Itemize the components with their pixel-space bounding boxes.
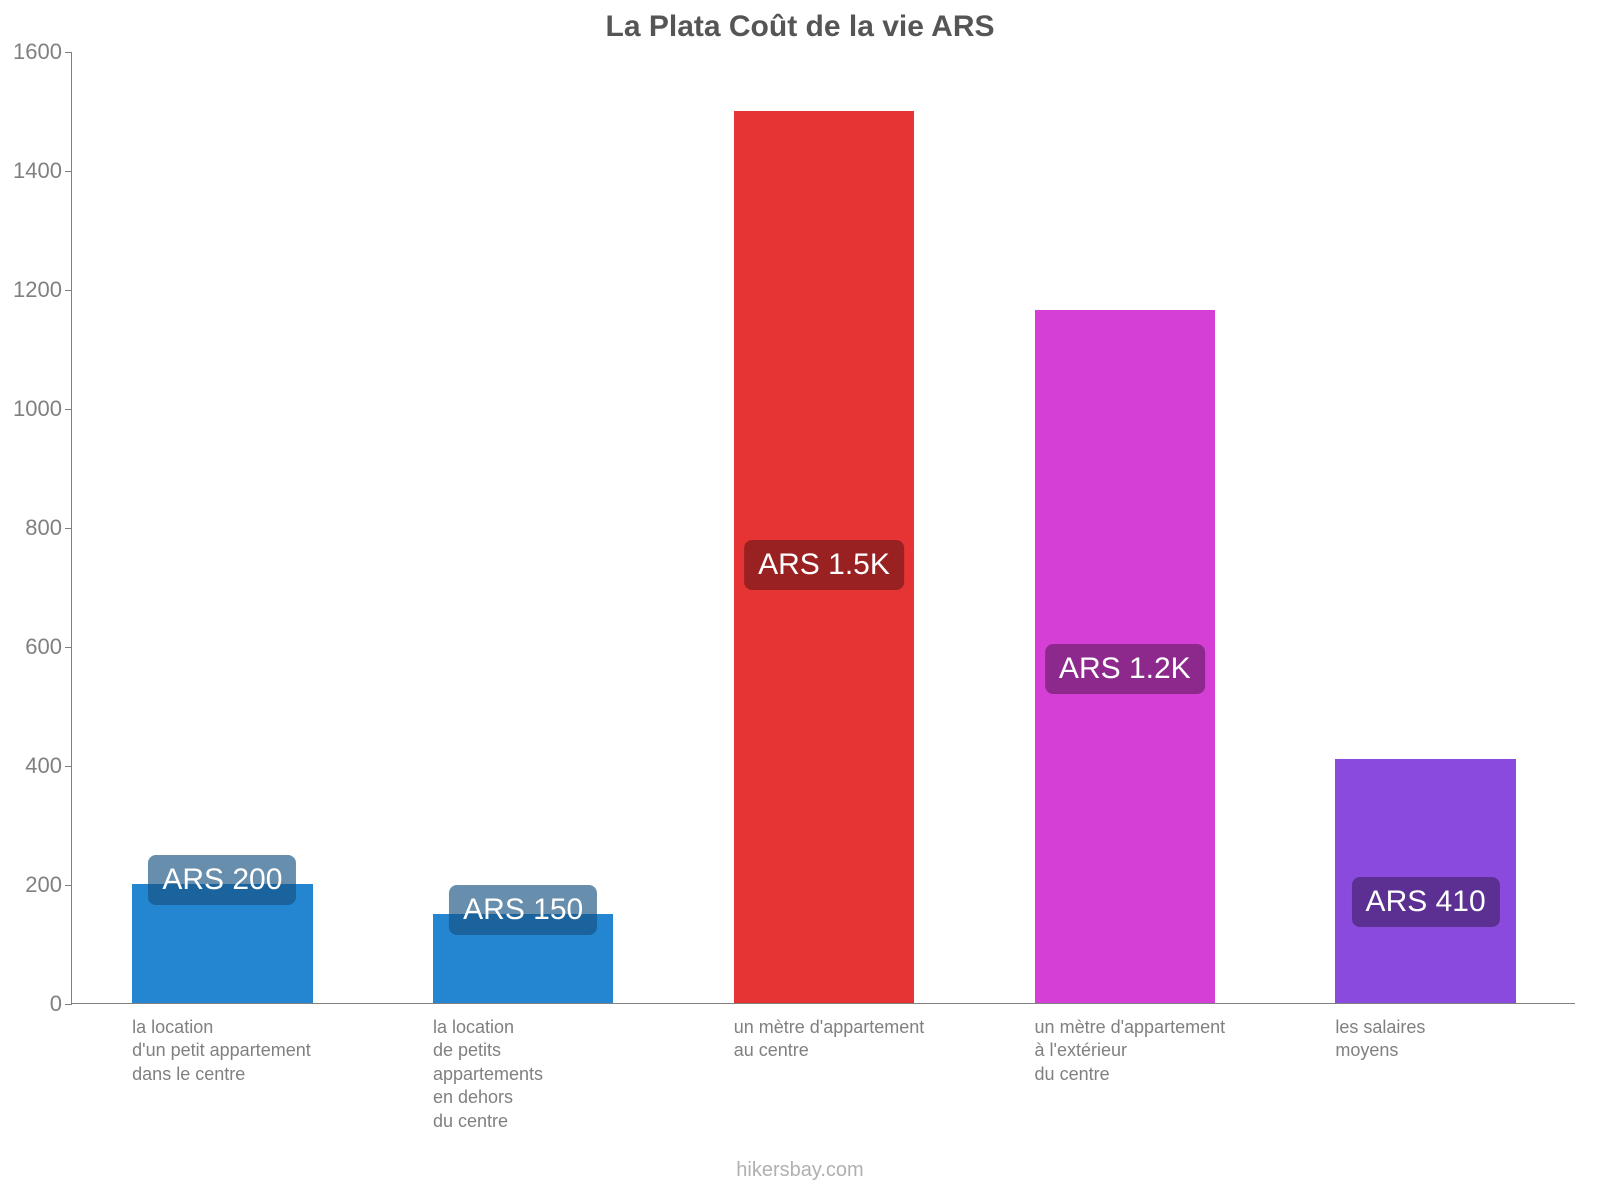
x-axis-label-line: moyens	[1335, 1039, 1555, 1062]
bar-value-label: ARS 1.5K	[744, 540, 904, 590]
ytick-label: 1200	[13, 277, 72, 303]
x-axis-label-line: du centre	[433, 1110, 653, 1133]
bar-value-label: ARS 200	[148, 855, 296, 905]
ytick-label: 800	[25, 515, 72, 541]
x-axis-label-line: au centre	[734, 1039, 954, 1062]
ytick-label: 600	[25, 634, 72, 660]
x-axis-label-line: la location	[433, 1016, 653, 1039]
x-axis-label-line: appartements	[433, 1063, 653, 1086]
x-axis-label-line: les salaires	[1335, 1016, 1555, 1039]
x-axis-label-line: de petits	[433, 1039, 653, 1062]
ytick-label: 1600	[13, 39, 72, 65]
bar-value-label: ARS 1.2K	[1045, 644, 1205, 694]
x-axis-label-line: un mètre d'appartement	[1035, 1016, 1255, 1039]
x-axis-label: les salairesmoyens	[1335, 1016, 1555, 1063]
x-axis-label: un mètre d'appartementà l'extérieurdu ce…	[1035, 1016, 1255, 1086]
attribution-text: hikersbay.com	[0, 1159, 1600, 1182]
plot-area: 02004006008001000120014001600ARS 200la l…	[71, 52, 1575, 1004]
x-axis-label-line: en dehors	[433, 1086, 653, 1109]
chart-title: La Plata Coût de la vie ARS	[0, 10, 1600, 44]
bar-value-label: ARS 150	[449, 885, 597, 935]
ytick-label: 1400	[13, 158, 72, 184]
x-axis-label-line: la location	[132, 1016, 352, 1039]
chart-container: La Plata Coût de la vie ARS 020040060080…	[0, 0, 1600, 1200]
x-axis-label-line: à l'extérieur	[1035, 1039, 1255, 1062]
x-axis-label: la locationd'un petit appartementdans le…	[132, 1016, 352, 1086]
ytick-label: 200	[25, 872, 72, 898]
ytick-label: 1000	[13, 396, 72, 422]
x-axis-label: un mètre d'appartementau centre	[734, 1016, 954, 1063]
x-axis-label-line: d'un petit appartement	[132, 1039, 352, 1062]
ytick-label: 400	[25, 753, 72, 779]
x-axis-label-line: dans le centre	[132, 1063, 352, 1086]
bar-value-label: ARS 410	[1352, 877, 1500, 927]
x-axis-label-line: du centre	[1035, 1063, 1255, 1086]
x-axis-label: la locationde petitsappartementsen dehor…	[433, 1016, 653, 1133]
x-axis-label-line: un mètre d'appartement	[734, 1016, 954, 1039]
ytick-label: 0	[50, 991, 72, 1017]
